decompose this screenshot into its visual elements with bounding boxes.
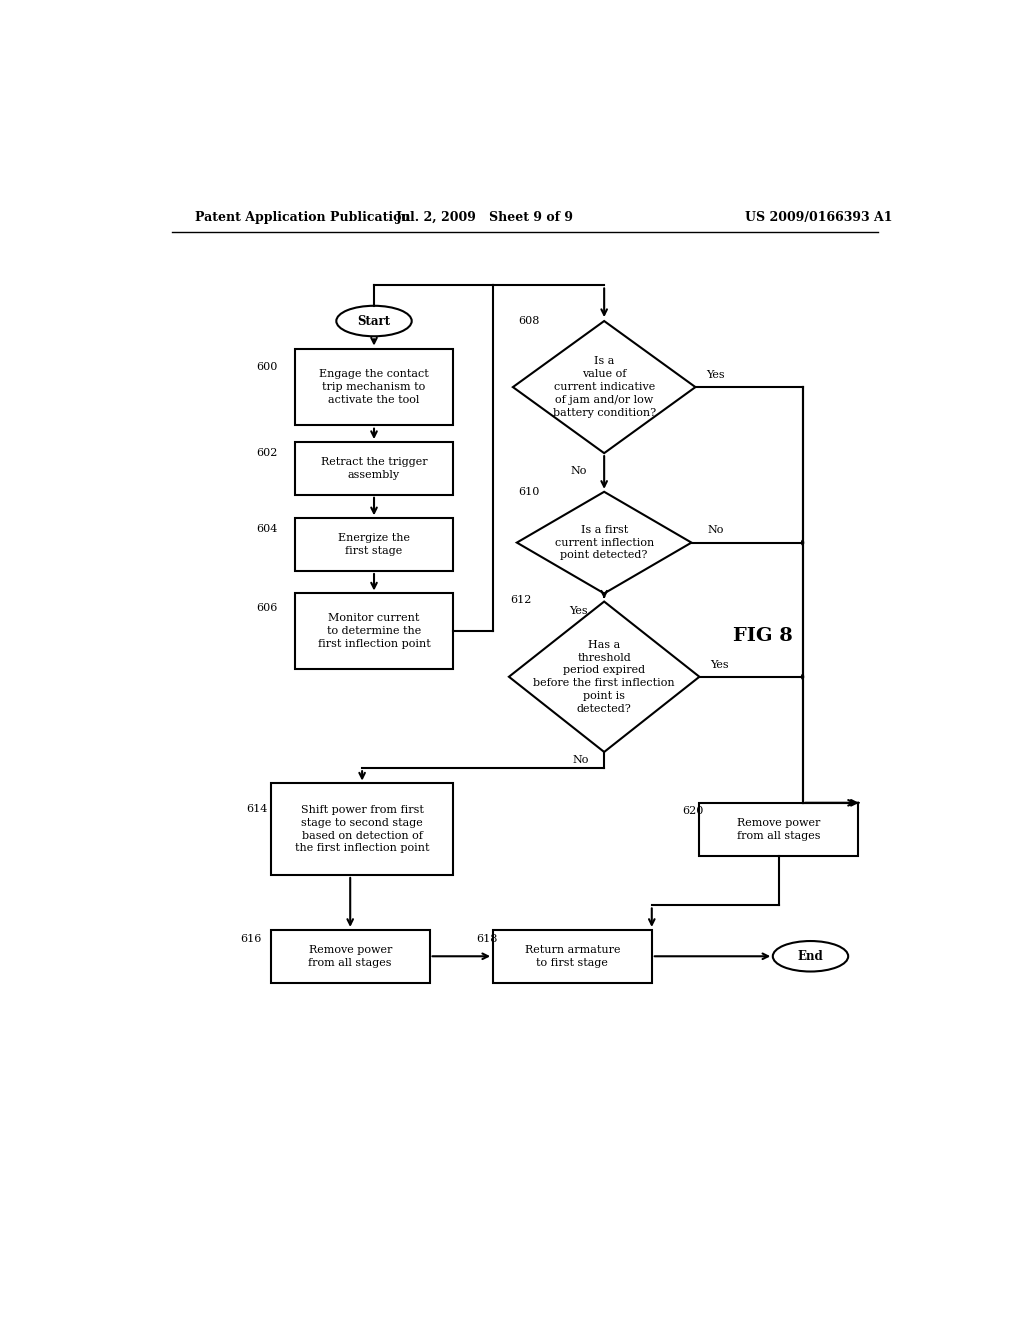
Text: Jul. 2, 2009   Sheet 9 of 9: Jul. 2, 2009 Sheet 9 of 9 bbox=[396, 211, 574, 224]
Text: 610: 610 bbox=[518, 487, 540, 496]
FancyBboxPatch shape bbox=[270, 784, 454, 875]
Text: 620: 620 bbox=[682, 807, 703, 816]
Text: 616: 616 bbox=[241, 935, 262, 944]
FancyBboxPatch shape bbox=[295, 593, 454, 669]
Text: Return armature
to first stage: Return armature to first stage bbox=[524, 945, 621, 968]
FancyBboxPatch shape bbox=[699, 803, 858, 855]
Text: 604: 604 bbox=[256, 524, 278, 535]
Text: Is a
value of
current indicative
of jam and/or low
battery condition?: Is a value of current indicative of jam … bbox=[553, 356, 655, 417]
Text: 608: 608 bbox=[518, 315, 540, 326]
Text: Energize the
first stage: Energize the first stage bbox=[338, 533, 410, 556]
Text: Yes: Yes bbox=[569, 606, 588, 615]
FancyBboxPatch shape bbox=[295, 519, 454, 572]
Polygon shape bbox=[517, 492, 691, 594]
Text: Retract the trigger
assembly: Retract the trigger assembly bbox=[321, 457, 427, 479]
Text: Monitor current
to determine the
first inflection point: Monitor current to determine the first i… bbox=[317, 614, 430, 649]
Text: End: End bbox=[798, 950, 823, 962]
Ellipse shape bbox=[773, 941, 848, 972]
Text: 600: 600 bbox=[256, 362, 278, 372]
Text: Is a first
current inflection
point detected?: Is a first current inflection point dete… bbox=[555, 525, 653, 561]
Text: 618: 618 bbox=[476, 935, 498, 944]
Ellipse shape bbox=[336, 306, 412, 337]
Text: No: No bbox=[572, 755, 589, 766]
Text: No: No bbox=[708, 525, 723, 536]
Text: 602: 602 bbox=[256, 449, 278, 458]
Text: Engage the contact
trip mechanism to
activate the tool: Engage the contact trip mechanism to act… bbox=[319, 370, 429, 405]
FancyBboxPatch shape bbox=[494, 929, 652, 982]
Text: Shift power from first
stage to second stage
based on detection of
the first inf: Shift power from first stage to second s… bbox=[295, 805, 429, 854]
Ellipse shape bbox=[801, 540, 804, 545]
Text: 612: 612 bbox=[510, 594, 531, 605]
Text: US 2009/0166393 A1: US 2009/0166393 A1 bbox=[744, 211, 892, 224]
FancyBboxPatch shape bbox=[295, 348, 454, 425]
Text: No: No bbox=[570, 466, 587, 477]
Text: Yes: Yes bbox=[706, 370, 725, 380]
FancyBboxPatch shape bbox=[295, 442, 454, 495]
Text: Start: Start bbox=[357, 314, 390, 327]
Text: FIG 8: FIG 8 bbox=[733, 627, 793, 645]
Text: Remove power
from all stages: Remove power from all stages bbox=[308, 945, 392, 968]
Text: 614: 614 bbox=[247, 804, 268, 814]
Ellipse shape bbox=[801, 673, 804, 680]
Text: Has a
threshold
period expired
before the first inflection
point is
detected?: Has a threshold period expired before th… bbox=[534, 640, 675, 714]
Text: Remove power
from all stages: Remove power from all stages bbox=[737, 818, 820, 841]
Polygon shape bbox=[509, 602, 699, 752]
Polygon shape bbox=[513, 321, 695, 453]
Text: 606: 606 bbox=[256, 603, 278, 612]
FancyBboxPatch shape bbox=[270, 929, 430, 982]
Text: Patent Application Publication: Patent Application Publication bbox=[196, 211, 411, 224]
Text: Yes: Yes bbox=[710, 660, 728, 669]
